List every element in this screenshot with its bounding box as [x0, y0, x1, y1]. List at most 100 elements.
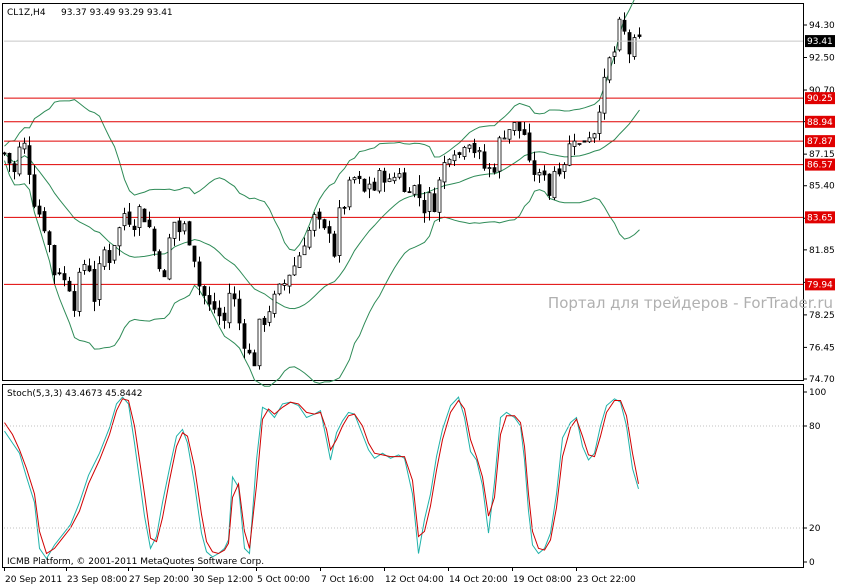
candle: [472, 138, 477, 158]
level-badge-bg: [805, 158, 835, 171]
candle-body: [237, 298, 242, 324]
ohlc-readout: 93.37 93.49 93.29 93.41: [61, 8, 173, 18]
candle: [202, 285, 207, 305]
level-badge-label: 86.57: [807, 161, 833, 171]
stoch-tick-label: 0: [809, 558, 815, 568]
candle-body: [7, 152, 12, 164]
candle-body: [22, 142, 27, 150]
price-panel[interactable]: [2, 3, 804, 381]
candle: [582, 140, 587, 143]
candle: [402, 167, 407, 193]
level-badge[interactable]: 87.87: [805, 135, 835, 148]
candle-body: [112, 245, 117, 261]
candle-body: [252, 352, 257, 367]
candle-body: [27, 145, 32, 175]
candle: [427, 187, 432, 221]
candle: [17, 142, 22, 177]
level-badge[interactable]: 90.25: [805, 92, 835, 105]
candle: [232, 286, 237, 307]
candle: [492, 163, 497, 175]
stochastic-panel[interactable]: [2, 384, 804, 568]
level-badge-bg: [805, 211, 835, 224]
candle: [407, 187, 412, 194]
candle-body: [57, 272, 62, 275]
candle-body: [72, 291, 77, 311]
candle-body: [577, 143, 582, 145]
candle: [422, 192, 427, 223]
candle: [7, 152, 12, 172]
candle-body: [127, 211, 132, 225]
candle-body: [157, 251, 162, 270]
candle-body: [442, 162, 447, 183]
candle: [237, 290, 242, 331]
level-badge[interactable]: 86.57: [805, 158, 835, 171]
candle: [342, 206, 347, 215]
candle: [447, 158, 452, 168]
candle-body: [87, 265, 92, 272]
candle-body: [592, 133, 597, 139]
candle-body: [232, 293, 237, 300]
candle-body: [267, 311, 272, 323]
candle: [167, 233, 172, 281]
candle: [597, 105, 602, 141]
candle-body: [537, 172, 542, 176]
candle-body: [192, 245, 197, 262]
candle: [197, 256, 202, 296]
price-tick-label: 87.15: [809, 150, 835, 160]
watermark-text: Портал для трейдеров - ForTrader.ru: [548, 294, 833, 312]
candle: [612, 46, 617, 65]
level-badge[interactable]: 83.65: [805, 211, 835, 224]
bollinger-middle: [4, 109, 640, 310]
candle: [377, 167, 382, 194]
candle-body: [637, 34, 642, 37]
symbol-label: CL1Z,H4: [7, 8, 46, 18]
candle: [477, 146, 482, 160]
candle: [27, 136, 32, 185]
candle: [42, 207, 47, 234]
level-badge-label: 79.94: [807, 280, 833, 290]
candle-body: [122, 213, 127, 227]
candle: [212, 292, 217, 314]
candle-body: [362, 178, 367, 192]
level-badge[interactable]: 88.94: [805, 115, 835, 128]
level-badge-bg: [805, 115, 835, 128]
candle: [397, 168, 402, 180]
candle-body: [377, 170, 382, 192]
candle-body: [77, 271, 82, 312]
candle-body: [37, 205, 42, 215]
time-tick-label: 23 Oct 22:00: [577, 575, 636, 585]
candle: [262, 315, 267, 332]
candle-body: [212, 301, 217, 310]
candle: [57, 268, 62, 276]
candle: [112, 245, 117, 264]
candle-body: [197, 261, 202, 287]
candle: [172, 221, 177, 246]
candle-body: [382, 170, 387, 183]
candle: [247, 343, 252, 355]
current-price-badge-bg: [805, 35, 835, 48]
candle-body: [477, 150, 482, 153]
price-tick-label: 90.70: [809, 86, 835, 96]
candle-body: [432, 193, 437, 213]
candle-body: [572, 140, 577, 147]
candle: [507, 129, 512, 144]
candle-body: [622, 19, 627, 32]
candle-body: [462, 146, 467, 157]
level-badge[interactable]: 79.94: [805, 278, 835, 291]
time-tick-label: 30 Sep 12:00: [193, 575, 253, 585]
candle-body: [312, 214, 317, 231]
candle: [522, 121, 527, 136]
candle: [282, 279, 287, 291]
candle-body: [217, 307, 222, 317]
candle: [497, 135, 502, 179]
candle-body: [587, 137, 592, 143]
candle-body: [2, 152, 7, 155]
candle: [87, 258, 92, 273]
candle: [552, 166, 557, 201]
candle-body: [227, 292, 232, 324]
candle: [62, 266, 67, 287]
candle-body: [602, 76, 607, 114]
candle: [567, 135, 572, 167]
stoch-main-line: [4, 396, 639, 560]
